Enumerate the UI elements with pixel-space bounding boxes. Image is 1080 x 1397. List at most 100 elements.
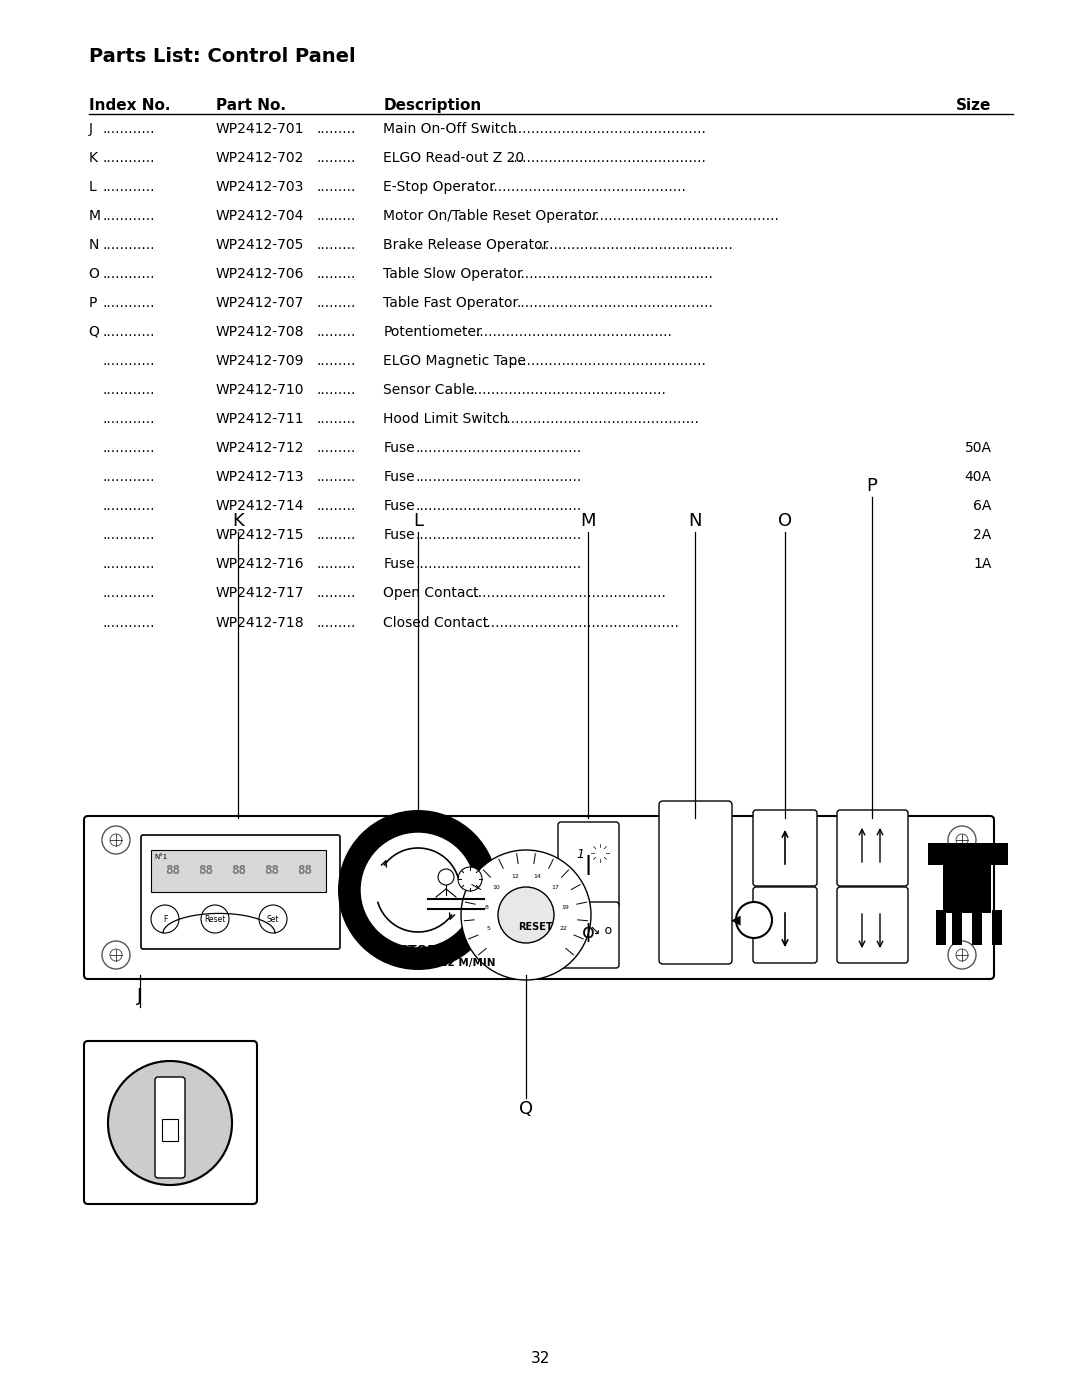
- Text: WP2412-716: WP2412-716: [216, 557, 305, 571]
- FancyBboxPatch shape: [837, 810, 908, 886]
- Text: 1A: 1A: [973, 557, 991, 571]
- Text: WP2412-717: WP2412-717: [216, 587, 305, 601]
- Text: Parts List: Control Panel: Parts List: Control Panel: [89, 47, 355, 67]
- FancyBboxPatch shape: [837, 887, 908, 963]
- Text: WP2412-704: WP2412-704: [216, 208, 305, 222]
- Text: Set: Set: [267, 915, 280, 923]
- Text: 1: 1: [576, 848, 584, 862]
- Text: ELGO Magnetic Tape: ELGO Magnetic Tape: [383, 353, 526, 367]
- Text: Q: Q: [518, 1099, 534, 1118]
- Text: Q: Q: [89, 326, 99, 339]
- Text: WP2412-715: WP2412-715: [216, 528, 305, 542]
- Circle shape: [948, 942, 976, 970]
- Text: .............................................: ........................................…: [469, 587, 666, 601]
- Text: .........: .........: [316, 499, 355, 513]
- Text: ............: ............: [103, 383, 156, 397]
- Text: .........: .........: [316, 412, 355, 426]
- Text: .........: .........: [316, 557, 355, 571]
- Text: WP2412-706: WP2412-706: [216, 267, 305, 281]
- Text: .............................................: ........................................…: [476, 326, 673, 339]
- Bar: [972, 909, 982, 944]
- Text: .........: .........: [316, 208, 355, 222]
- Text: M: M: [89, 208, 100, 222]
- Circle shape: [259, 905, 287, 933]
- Text: .............................................: ........................................…: [502, 412, 700, 426]
- Text: Part No.: Part No.: [216, 98, 286, 113]
- Circle shape: [338, 810, 498, 970]
- Text: K: K: [232, 511, 244, 529]
- Text: O: O: [89, 267, 99, 281]
- Text: 50A: 50A: [964, 441, 991, 455]
- Text: .........: .........: [316, 353, 355, 367]
- Text: WP2412-713: WP2412-713: [216, 471, 305, 485]
- Circle shape: [110, 949, 122, 961]
- Text: .........: .........: [316, 587, 355, 601]
- Text: .........: .........: [316, 528, 355, 542]
- Text: ......................................: ......................................: [416, 441, 582, 455]
- Text: ............: ............: [103, 587, 156, 601]
- Text: ............: ............: [103, 557, 156, 571]
- Text: J: J: [137, 988, 143, 1004]
- Circle shape: [956, 834, 968, 847]
- Text: ............: ............: [103, 267, 156, 281]
- FancyBboxPatch shape: [753, 887, 816, 963]
- Circle shape: [948, 826, 976, 854]
- Circle shape: [438, 869, 454, 886]
- FancyBboxPatch shape: [84, 816, 994, 979]
- Circle shape: [461, 849, 591, 981]
- Text: .............................................: ........................................…: [516, 267, 713, 281]
- Text: ............: ............: [103, 353, 156, 367]
- Circle shape: [498, 887, 554, 943]
- Text: .........: .........: [316, 180, 355, 194]
- Text: Fuse: Fuse: [383, 499, 415, 513]
- Text: O: O: [778, 511, 792, 529]
- Text: M: M: [580, 511, 596, 529]
- Text: 22: 22: [559, 926, 568, 932]
- Text: WP2412-710: WP2412-710: [216, 383, 305, 397]
- Bar: [928, 842, 1008, 865]
- Text: 40A: 40A: [964, 471, 991, 485]
- Text: .........: .........: [316, 383, 355, 397]
- FancyBboxPatch shape: [156, 1077, 185, 1178]
- Text: ............: ............: [103, 528, 156, 542]
- Text: WP2412-703: WP2412-703: [216, 180, 305, 194]
- Text: .............................................: ........................................…: [489, 180, 686, 194]
- Text: P: P: [89, 296, 97, 310]
- Text: ......................................: ......................................: [416, 528, 582, 542]
- Text: .............................................: ........................................…: [483, 616, 679, 630]
- Text: Index No.: Index No.: [89, 98, 170, 113]
- Text: Brake Release Operator: Brake Release Operator: [383, 237, 549, 251]
- Text: .............................................: ........................................…: [469, 383, 666, 397]
- FancyBboxPatch shape: [141, 835, 340, 949]
- Text: Potentiometer: Potentiometer: [383, 326, 482, 339]
- Text: ◀: ◀: [731, 914, 741, 926]
- Text: 2A: 2A: [973, 528, 991, 542]
- FancyBboxPatch shape: [84, 1041, 257, 1204]
- Text: ............: ............: [103, 412, 156, 426]
- Text: WP2412-705: WP2412-705: [216, 237, 305, 251]
- Text: P: P: [866, 476, 877, 495]
- Text: 5: 5: [486, 926, 490, 932]
- Bar: [951, 909, 962, 944]
- FancyBboxPatch shape: [659, 800, 732, 964]
- Text: 10: 10: [492, 886, 500, 890]
- Text: Sensor Cable: Sensor Cable: [383, 383, 475, 397]
- Text: 32: 32: [530, 1351, 550, 1366]
- Text: Main On-Off Switch: Main On-Off Switch: [383, 122, 517, 136]
- Text: .............................................: ........................................…: [510, 353, 706, 367]
- Text: 88: 88: [231, 865, 246, 877]
- Text: .............................................: ........................................…: [510, 122, 706, 136]
- Text: .........: .........: [316, 267, 355, 281]
- Text: .........: .........: [316, 237, 355, 251]
- Text: 8: 8: [485, 905, 489, 909]
- Text: ............: ............: [103, 180, 156, 194]
- Circle shape: [108, 1060, 232, 1185]
- FancyBboxPatch shape: [558, 821, 619, 908]
- Text: 88: 88: [265, 865, 280, 877]
- Bar: [936, 909, 946, 944]
- FancyBboxPatch shape: [558, 902, 619, 968]
- Text: Hood Limit Switch: Hood Limit Switch: [383, 412, 509, 426]
- Text: N°1: N°1: [154, 854, 167, 861]
- Text: ............: ............: [103, 151, 156, 165]
- Text: ............: ............: [103, 326, 156, 339]
